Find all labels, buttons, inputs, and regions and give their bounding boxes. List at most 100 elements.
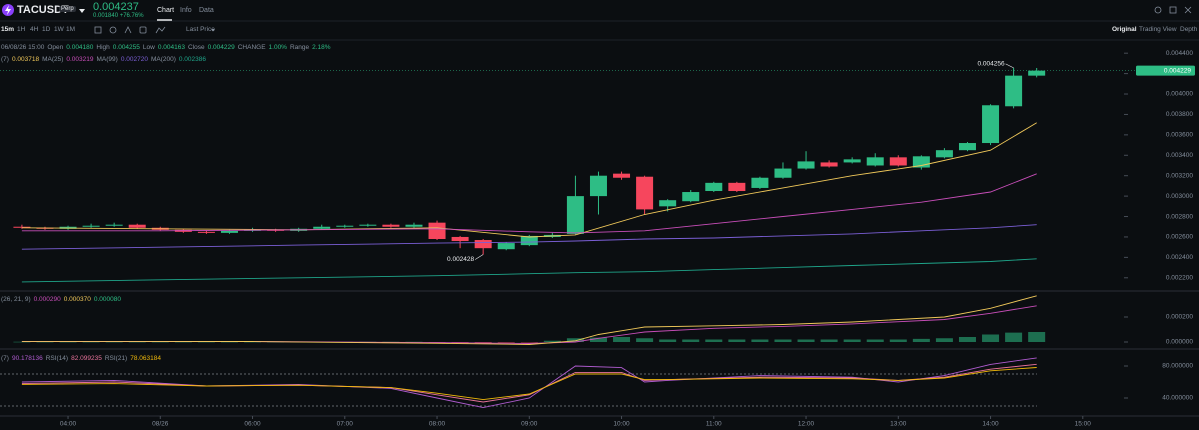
candle-body <box>797 161 815 169</box>
histogram-bar <box>244 341 262 343</box>
legend-value: 78.063184 <box>130 355 161 362</box>
legend-name: MA(200) <box>150 56 176 63</box>
y-tick-label: 40.000000 <box>1162 395 1193 402</box>
interval[interactable]: 1D <box>42 26 51 33</box>
candle-body <box>382 224 400 227</box>
legend-name: MA(25) <box>42 56 64 63</box>
histogram-bar <box>843 339 861 342</box>
icon[interactable] <box>1154 6 1162 14</box>
histogram-bar <box>889 339 907 342</box>
histogram-bar <box>866 339 884 342</box>
y-tick-label: 0.004000 <box>1166 91 1193 98</box>
price-type-dropdown[interactable] <box>211 29 215 32</box>
legend-value: 0.000290 <box>33 296 61 303</box>
candle-body <box>520 235 538 246</box>
x-tick-label: 07:00 <box>337 421 354 428</box>
candle-body <box>820 162 838 167</box>
info-value: 0.004229 <box>207 44 235 51</box>
annotation-tick <box>1005 63 1014 69</box>
info-label: Range <box>289 44 310 51</box>
icon[interactable] <box>1184 6 1192 14</box>
histogram-bar <box>220 341 238 343</box>
annotation: 0.004256 <box>977 61 1004 68</box>
histogram-bar <box>474 342 492 343</box>
histogram-bar <box>613 337 631 342</box>
candle-body <box>336 225 354 227</box>
info-value: 0.004255 <box>112 44 140 51</box>
tab[interactable]: Info <box>180 7 192 14</box>
candle-body <box>705 182 723 192</box>
icon[interactable] <box>1169 6 1177 14</box>
price-type[interactable]: Last Price <box>186 26 215 33</box>
info-value: 2.18% <box>312 44 331 51</box>
indicator-line <box>21 173 1037 234</box>
annotation-tick <box>475 254 484 260</box>
candle-body <box>428 222 446 239</box>
legend-value: 0.003718 <box>11 56 40 63</box>
info-label: Close <box>187 44 205 51</box>
y-tick-label: 0.002400 <box>1166 254 1193 261</box>
info-label: Open <box>47 44 64 51</box>
histogram-bar <box>128 341 146 343</box>
x-tick-label: 10:00 <box>613 421 630 428</box>
view-option[interactable]: Trading View <box>1139 26 1177 33</box>
view-option[interactable]: Original <box>1112 26 1137 33</box>
candle-body <box>889 157 907 166</box>
histogram-bar <box>912 338 930 342</box>
histogram-bar <box>36 341 54 343</box>
indicator-line <box>21 224 1037 250</box>
legend-value: 90.178136 <box>11 355 43 362</box>
token-icon-bolt <box>5 5 11 15</box>
x-tick-label: 09:00 <box>521 421 538 428</box>
y-tick-label: 0.004400 <box>1166 50 1193 57</box>
interval[interactable]: 1W <box>54 26 64 33</box>
interval[interactable]: 4H <box>30 26 39 33</box>
histogram-bar <box>935 338 953 342</box>
candle-body <box>405 224 423 227</box>
symbol-dropdown[interactable] <box>79 9 85 13</box>
histogram-bar <box>497 342 515 343</box>
histogram-bar <box>751 339 769 342</box>
y-tick-label: 0.003400 <box>1166 152 1193 159</box>
annotation: 0.002428 <box>447 256 474 263</box>
indicator-line <box>21 367 1037 401</box>
interval[interactable]: 15m <box>1 26 15 33</box>
y-tick-label: 0.003600 <box>1166 132 1193 139</box>
tab[interactable]: Chart <box>157 7 175 14</box>
icon[interactable] <box>139 26 147 34</box>
icon[interactable] <box>155 26 166 34</box>
info-value: 0.004163 <box>157 44 185 51</box>
legend-name: (7) <box>1 355 9 362</box>
indicator-line <box>21 258 1037 283</box>
legend-value: 0.002720 <box>120 56 148 63</box>
y-tick-label: 0.000200 <box>1166 314 1193 321</box>
icon[interactable] <box>94 26 102 34</box>
histogram-bar <box>797 339 815 342</box>
histogram-bar <box>659 339 677 342</box>
y-tick-label: 80.000000 <box>1162 363 1193 370</box>
symbol[interactable]: TACUSDT <box>17 4 69 16</box>
price-change: 0.001840 +76.76% <box>93 13 144 19</box>
icon[interactable] <box>124 26 132 34</box>
icon[interactable] <box>109 26 117 34</box>
x-tick-label: 12:00 <box>798 421 815 428</box>
histogram-bar <box>82 341 100 343</box>
view-option[interactable]: Depth <box>1180 26 1198 33</box>
interval[interactable]: 1H <box>17 26 26 33</box>
candle-body <box>751 177 769 188</box>
x-tick-label: 14:00 <box>982 421 999 428</box>
histogram-bar <box>1005 332 1023 342</box>
interval[interactable]: 1M <box>66 26 76 33</box>
legend-value: 82.099235 <box>71 355 102 362</box>
toolbar-icons[interactable] <box>94 6 1192 34</box>
histogram-bar <box>105 341 123 343</box>
legend-title: (26, 21, 9) <box>1 296 31 303</box>
indicator-line <box>21 295 1037 345</box>
candle-body <box>1028 70 1046 76</box>
x-tick-label: 13:00 <box>890 421 907 428</box>
tab[interactable]: Data <box>199 7 214 14</box>
legend-value: 0.000080 <box>93 296 122 303</box>
histogram-bar <box>728 339 746 342</box>
last-price: 0.004237 <box>93 1 139 13</box>
